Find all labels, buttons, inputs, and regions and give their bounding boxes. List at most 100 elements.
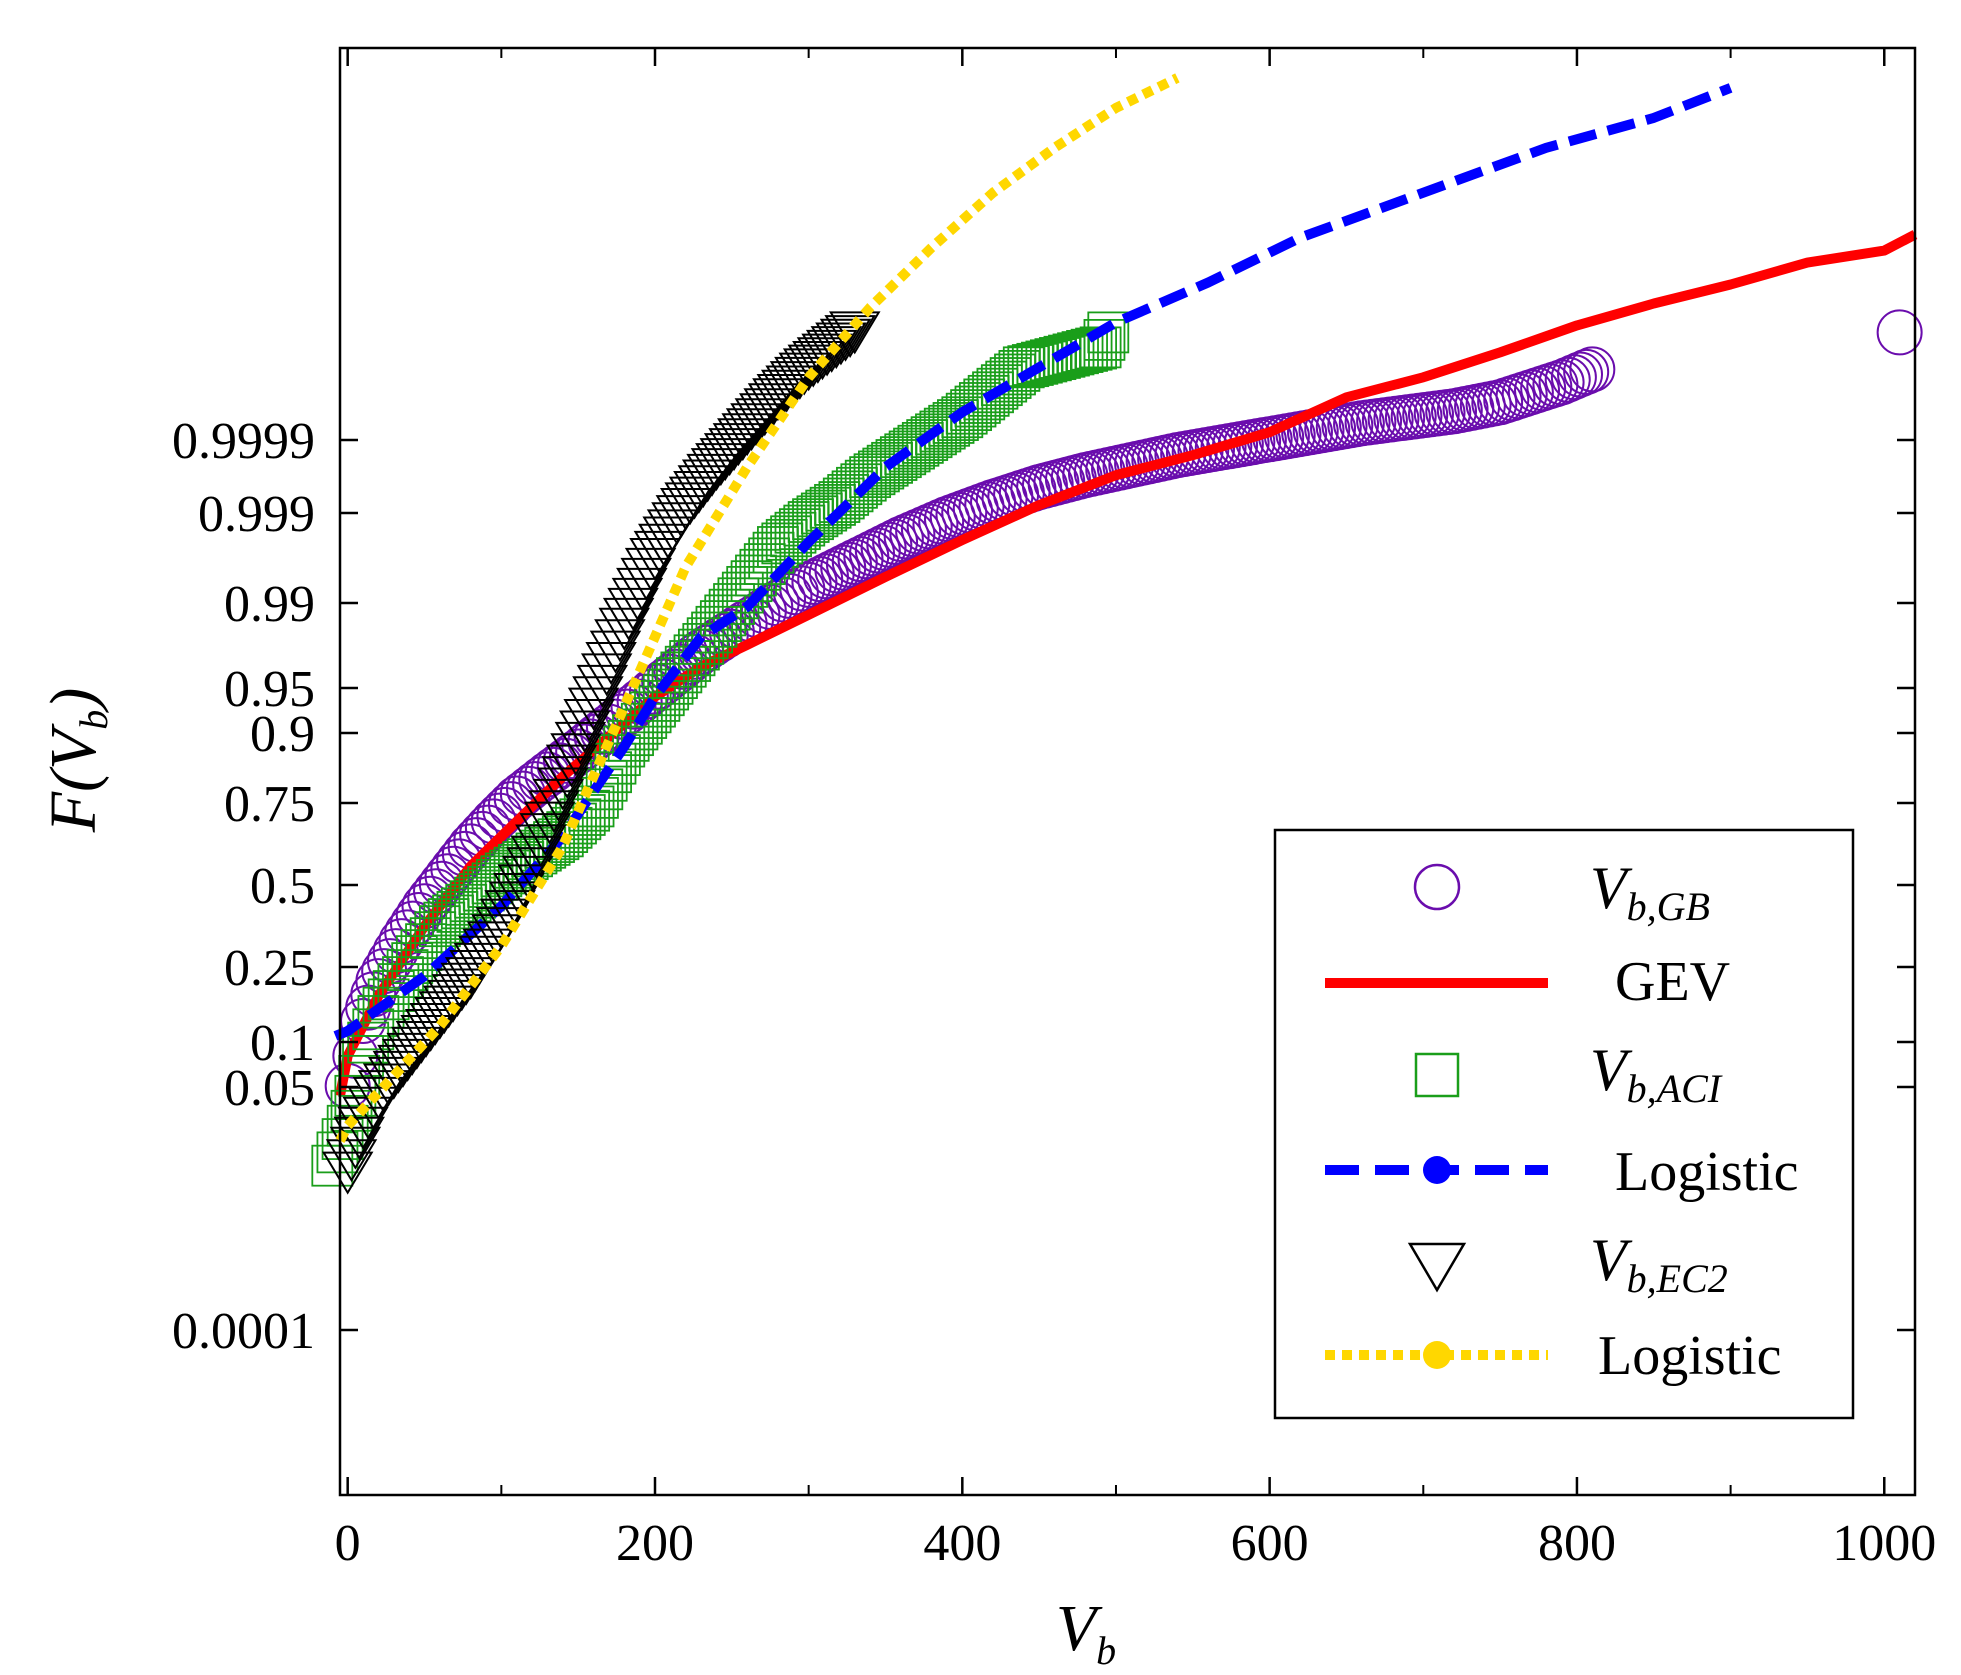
plot-series [311, 73, 1923, 1195]
ec2-data-point [620, 557, 672, 601]
aci-data-point [691, 611, 733, 654]
y-axis-title-prefix: F( [37, 766, 110, 833]
gb-data-point [1563, 348, 1610, 395]
aci-data-point [326, 1104, 369, 1147]
aci-data-point [405, 923, 447, 966]
ec2-data-point [611, 577, 664, 621]
ec2-data-point [805, 329, 858, 373]
aci-data-point [664, 645, 707, 688]
y-tick-label: 0.999 [198, 486, 315, 543]
ec2-data-point [333, 1116, 385, 1160]
aci-data-point [620, 702, 663, 745]
aci-data-point [585, 759, 628, 802]
axis-ticks [340, 48, 1915, 1495]
ec2-data-point [721, 413, 773, 457]
ec2-data-point [607, 587, 659, 631]
y-axis-title: F(Vb) [37, 688, 116, 834]
ec2-data-point [580, 653, 633, 697]
x-axis-title-sub: b [1096, 1628, 1116, 1673]
aci-data-point [704, 594, 747, 637]
legend-item-gb: Vb,GB [1413, 855, 1710, 929]
aci-data-point [449, 880, 492, 923]
aci-data-point [818, 481, 861, 523]
ec2-data-point [554, 721, 607, 765]
legend-label-aci: Vb,ACI [1590, 1037, 1723, 1111]
gb-data-point [1538, 359, 1585, 406]
ec2-data-point [699, 438, 752, 482]
aci-data-point [555, 802, 597, 845]
aci-data-point [963, 378, 1006, 421]
x-tick-label: 200 [616, 1515, 694, 1572]
ec2-data-point [738, 393, 791, 437]
aci-data-point [625, 697, 668, 739]
aci-data-point [686, 617, 729, 660]
ec2-data-point [567, 687, 620, 731]
aci-data-point [699, 600, 742, 642]
ec2-data-point [810, 326, 863, 370]
gb-data-point [1876, 309, 1923, 356]
ec2-data-point [537, 767, 589, 811]
ec2-data-point [712, 423, 765, 467]
gb-data-point [1544, 356, 1591, 403]
aci-data-point [919, 410, 962, 453]
ec2-data-point [558, 710, 611, 754]
x-tick-label: 600 [1231, 1515, 1309, 1572]
aci-data-point [950, 389, 992, 432]
ec2-data-point [563, 699, 615, 742]
aci-data-point [423, 901, 466, 944]
ec2-data-point [541, 756, 593, 800]
y-tick-label: 0.5 [250, 858, 315, 915]
ec2-data-point [708, 428, 760, 472]
y-axis-title-suffix: ) [37, 688, 110, 714]
aci-data-point [418, 905, 461, 948]
y-tick-label: 0.25 [224, 940, 315, 997]
ec2-data-point [703, 433, 756, 477]
ec2-data-point [550, 733, 602, 777]
ec2-data-point [545, 744, 598, 788]
gb-data-point [918, 498, 965, 545]
legend-item-ec2: Vb,EC2 [1407, 1227, 1728, 1301]
ec2-data-point [690, 448, 743, 492]
plot-frame [338, 46, 1917, 1497]
aci-data-point [367, 978, 410, 1021]
aci-data-point [1083, 318, 1126, 361]
ec2-data-point [796, 337, 849, 381]
legend-label-gb-main: V [1590, 855, 1633, 921]
legend-label-logistic-aci: Logistic [1615, 1141, 1799, 1203]
y-tick-label: 0.0001 [172, 1303, 315, 1360]
aci-data-point [445, 883, 488, 926]
ec2-data-point [321, 1151, 374, 1195]
legend-label-gev: GEV [1615, 951, 1730, 1013]
ec2-data-point [598, 607, 651, 651]
aci-data-point [682, 623, 725, 665]
ec2-data-point [769, 361, 822, 405]
legend-label-ec2-sub: b,EC2 [1627, 1256, 1728, 1301]
ec2-data-point [730, 403, 782, 447]
aci-data-point [321, 1118, 364, 1160]
y-tick-label: 0.95 [224, 661, 315, 718]
y-tick-labels: 0.9999 0.999 0.99 0.950.9 0.75 0.5 0.25 0.10.05… [172, 413, 315, 1360]
aci-data-point [651, 662, 694, 705]
ec2-data-point [585, 642, 637, 685]
ec2-data-point [519, 813, 572, 857]
aci-data-point [954, 385, 997, 428]
ec2-data-point [528, 790, 580, 834]
ec2-data-point [510, 835, 563, 879]
ec2-data-point [616, 567, 668, 611]
legend-label-ec2-main: V [1590, 1227, 1633, 1293]
ec2-data-point [782, 348, 835, 392]
ec2-data-point [815, 322, 867, 366]
legend-logistic-aci-dot [1423, 1156, 1451, 1184]
aci-data-point [372, 970, 415, 1012]
legend-label-gb: Vb,GB [1590, 855, 1710, 929]
legend-label-aci-main: V [1590, 1037, 1633, 1103]
aci-data-point [436, 891, 479, 933]
y-tick-label: 0.05 [224, 1060, 315, 1117]
aci-data-point [629, 691, 672, 734]
ec2-data-point [624, 547, 677, 591]
legend-item-logistic-aci: Logistic [1325, 1141, 1799, 1203]
ec2-data-point [792, 340, 844, 384]
aci-data-point [967, 374, 1010, 417]
aci-data-point [612, 714, 654, 757]
